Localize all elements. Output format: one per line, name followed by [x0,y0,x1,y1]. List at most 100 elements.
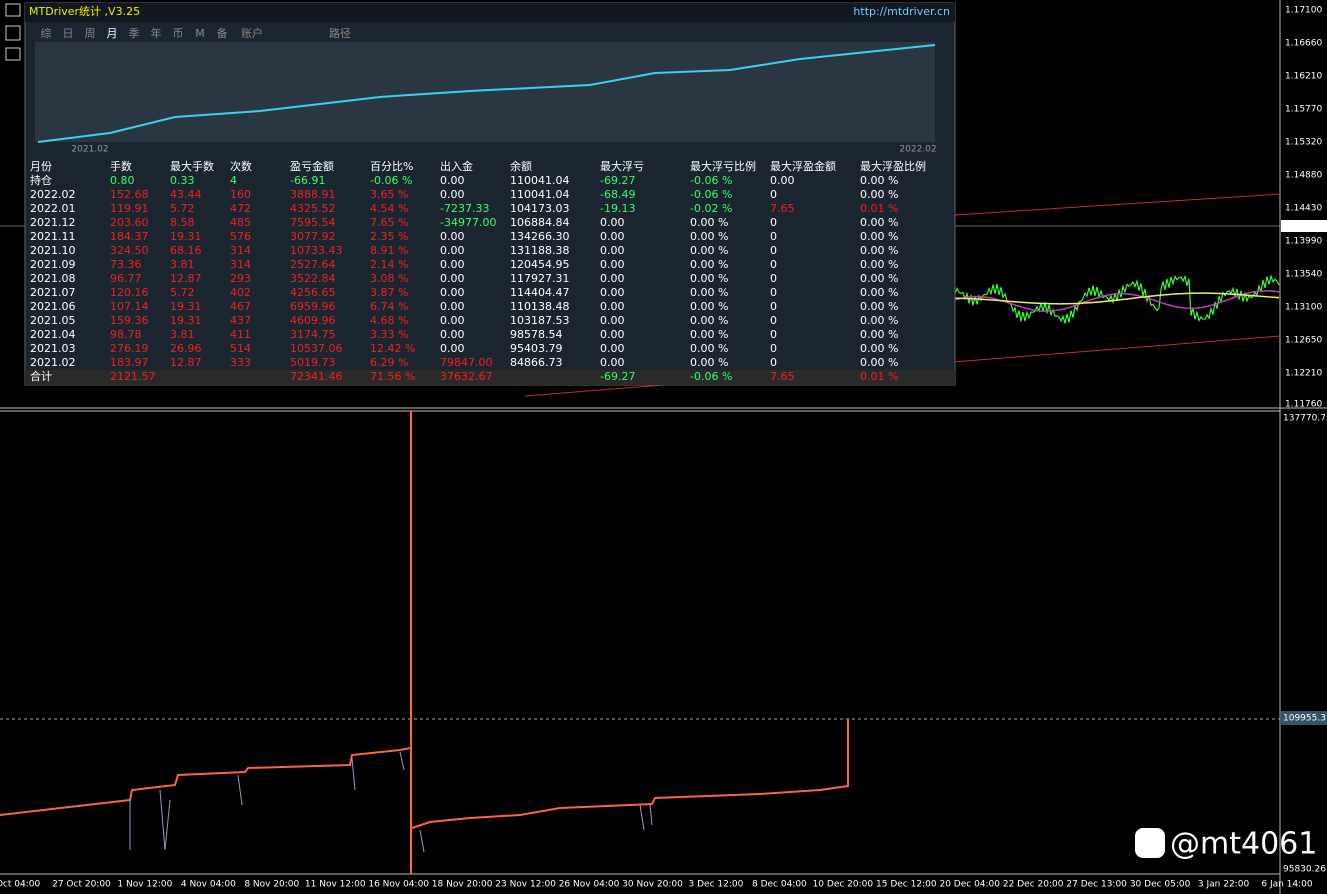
row-label: 2022.02 [30,188,76,201]
table-cell: 0.00 % [690,342,728,355]
table-cell: 68.16 [170,244,202,257]
table-cell: 0 [770,286,777,299]
equity-label: 109955.37 [1283,714,1327,724]
table-cell: 12.42 % [370,342,415,355]
table-cell: 0.00 % [860,188,898,201]
table-cell: -0.06 % [690,370,732,383]
tab[interactable]: 月 [107,27,118,40]
table-cell: 12.87 [170,272,202,285]
price-label: 1.13540 [1285,270,1322,280]
table-cell: 120454.95 [510,258,570,271]
table-cell: 0.00 [600,230,625,243]
row-label: 2021.08 [30,272,76,285]
table-cell: 6.29 % [370,356,408,369]
table-cell: 472 [230,202,251,215]
table-cell: 110138.48 [510,300,570,313]
table-cell: 0.01 % [860,202,898,215]
price-label: 1.12210 [1285,369,1322,379]
table-cell: 72341.46 [290,370,343,383]
table-cell: 0.00 [440,258,465,271]
table-cell: 0 [770,216,777,229]
table-cell: 485 [230,216,251,229]
panel-url[interactable]: http://mtdriver.cn [853,5,950,18]
table-cell: 79847.00 [440,356,493,369]
table-cell: 0.00 [600,342,625,355]
column-header: 盈亏金额 [290,159,334,173]
table-cell: 7.65 [770,202,795,215]
tab[interactable]: 综 [41,26,52,40]
table-cell: 2.14 % [370,258,408,271]
tab[interactable]: 路径 [329,27,351,40]
table-cell: 0 [770,342,777,355]
table-cell: 0.00 % [690,216,728,229]
equity-label: 137770.75 [1283,414,1327,424]
table-cell: -7237.33 [440,202,489,215]
equity-curve [411,719,849,829]
table-cell: 0.00 % [860,286,898,299]
table-cell: 0.00 % [860,216,898,229]
table-cell: 437 [230,314,251,327]
level-label-bg [1281,711,1327,725]
tool-button[interactable] [5,3,21,17]
table-cell: 19.31 [170,300,202,313]
table-cell: 7595.54 [290,216,336,229]
tab[interactable]: 周 [85,27,96,40]
table-cell: 84866.73 [510,356,563,369]
table-cell: 203.60 [110,216,149,229]
table-cell: 26.96 [170,342,202,355]
table-cell: 0.00 % [860,300,898,313]
table-cell: 0.00 % [860,314,898,327]
table-cell: 0.00 [600,244,625,257]
price-label: 1.14430 [1285,204,1322,214]
table-cell: 0.80 [110,174,135,187]
tab[interactable]: 备 [217,26,228,40]
time-label: 11 Nov 12:00 [305,880,366,890]
table-cell: 159.36 [110,314,149,327]
time-label: 30 Nov 20:00 [622,880,683,890]
time-label: 27 Oct 20:00 [52,880,111,890]
tab[interactable]: M [195,27,205,40]
mini-chart-start: 2021.02 [71,145,108,155]
table-cell: 19.31 [170,314,202,327]
table-cell: 0 [770,328,777,341]
tab[interactable]: 账户 [241,26,263,40]
table-cell: 0 [770,258,777,271]
table-cell: 3.81 [170,328,195,341]
table-cell: 0.00 % [690,244,728,257]
table-cell: 3522.84 [290,272,336,285]
table-cell: 324.50 [110,244,149,257]
time-label: 26 Nov 04:00 [559,880,620,890]
table-cell: 0.00 [440,300,465,313]
watermark-icon [1135,828,1165,858]
table-cell: 4.54 % [370,202,408,215]
table-cell: 8.91 % [370,244,408,257]
column-header: 最大浮亏 [600,159,644,173]
time-label: Oct 04:00 [0,880,40,890]
table-cell: 333 [230,356,251,369]
mini-chart-end: 2022.02 [899,145,936,155]
drawdown-curve [129,751,405,851]
table-cell: 0.01 % [860,370,898,383]
toolbar [5,3,21,61]
table-cell: -69.27 [600,370,635,383]
table-cell: 110041.04 [510,188,570,201]
time-label: 3 Jan 22:00 [1198,880,1250,890]
tab[interactable]: 年 [151,26,162,40]
table-cell: 0 [770,300,777,313]
table-cell: 0.00 [440,174,465,187]
tab[interactable]: 币 [173,27,184,40]
table-cell: 314 [230,258,251,271]
column-header: 手数 [110,159,132,173]
table-cell: 10733.43 [290,244,343,257]
table-cell: 2121.57 [110,370,156,383]
table-cell: 3174.75 [290,328,336,341]
table-cell: 314 [230,244,251,257]
tab[interactable]: 日 [63,27,74,40]
tool-button[interactable] [5,25,21,41]
tab[interactable]: 季 [129,27,140,40]
table-cell: 0.00 % [860,174,898,187]
table-cell: 0.00 [600,314,625,327]
tool-button[interactable] [5,47,21,61]
table-cell: 514 [230,342,251,355]
table-cell: 98.78 [110,328,142,341]
